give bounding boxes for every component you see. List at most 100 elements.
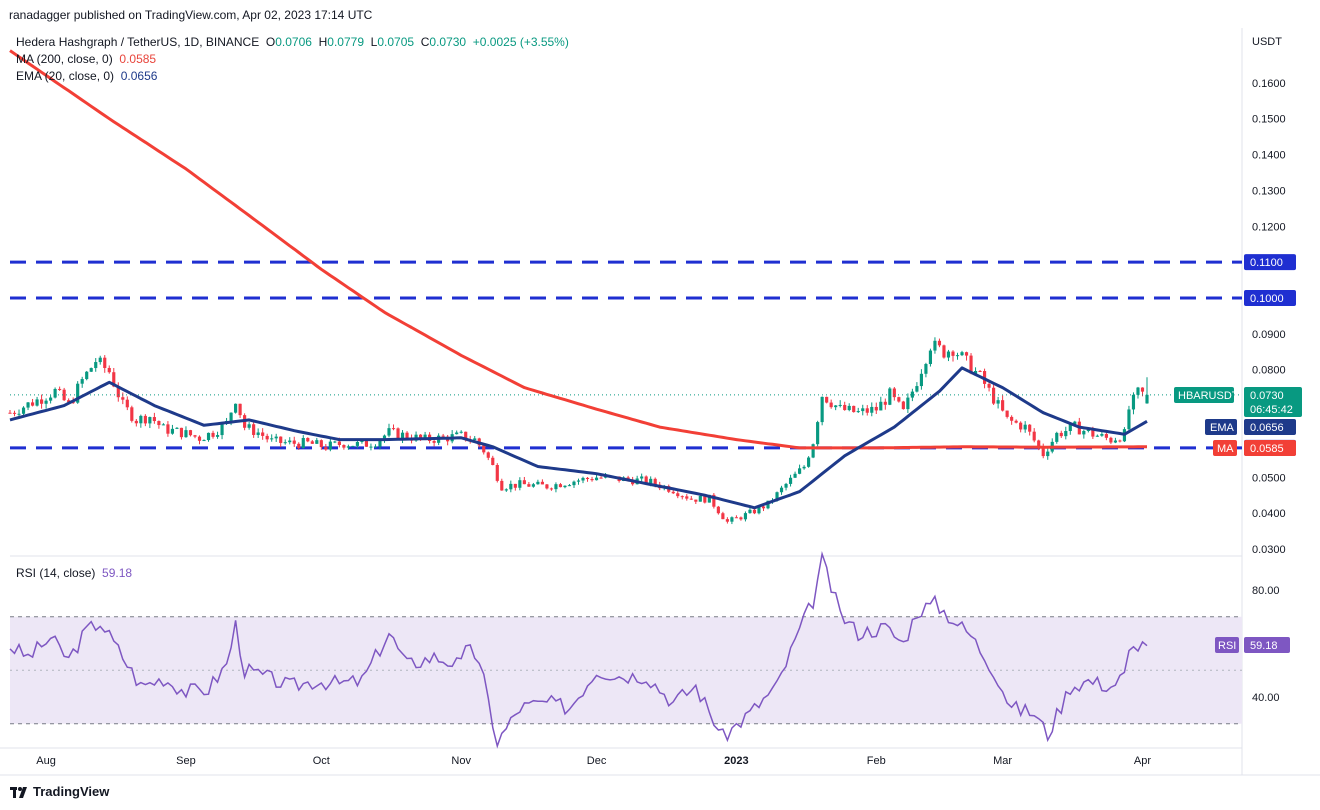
- candle-body: [865, 408, 869, 413]
- candle-body: [179, 427, 184, 438]
- candle-body: [671, 491, 675, 494]
- candle-body: [901, 401, 905, 410]
- ma-legend: MA (200, close, 0) 0.0585: [16, 52, 156, 66]
- candle-body: [1109, 437, 1113, 443]
- candle-body: [1095, 435, 1099, 437]
- symbol-tag: [1174, 387, 1234, 403]
- candle-body: [748, 509, 752, 514]
- rsi-value-badge: [1244, 637, 1290, 653]
- candle-body: [992, 387, 996, 404]
- rsi-line: [9, 551, 1148, 749]
- candle-body: [202, 440, 206, 442]
- candle-body: [391, 428, 396, 430]
- candle-body: [175, 427, 179, 429]
- candle-body: [423, 434, 427, 438]
- x-tick-label: 2023: [724, 755, 748, 767]
- candle-body: [252, 424, 256, 435]
- candle-body: [211, 432, 215, 437]
- candle-body: [649, 478, 653, 484]
- symbol-tag-text: HBARUSDT: [1178, 390, 1239, 402]
- candle-body: [653, 478, 657, 485]
- candle-body: [107, 367, 111, 373]
- x-tick-label: Apr: [1134, 755, 1151, 767]
- candle-body: [1131, 394, 1136, 410]
- level-badge-text: 0.1100: [1250, 257, 1283, 269]
- price-tick-label: 0.1600: [1252, 78, 1286, 90]
- rsi-legend: RSI (14, close) 59.18: [16, 566, 132, 580]
- candle-body: [549, 488, 554, 490]
- candle-body: [396, 428, 400, 439]
- x-tick-label: Aug: [36, 755, 56, 767]
- candle-body: [798, 468, 802, 474]
- low-value: 0.0705: [377, 35, 415, 49]
- candle-body: [382, 435, 387, 441]
- candle-body: [784, 483, 788, 488]
- candle-body: [94, 362, 98, 369]
- candle-body: [879, 401, 883, 411]
- candle-body: [838, 404, 842, 406]
- price-tick-label: 0.0300: [1252, 544, 1286, 556]
- candle-body: [802, 466, 806, 469]
- candle-body: [1127, 409, 1131, 430]
- candle-body: [987, 383, 991, 388]
- candle-body: [30, 402, 35, 406]
- ma-tag: [1213, 440, 1237, 456]
- candle-body: [576, 480, 581, 482]
- x-tick-label: Nov: [451, 755, 471, 767]
- change-value: +0.0025 (+3.55%): [472, 35, 569, 49]
- candle-body: [856, 411, 860, 413]
- candle-body: [847, 405, 851, 411]
- candle-body: [960, 352, 964, 356]
- candle-body: [125, 399, 129, 408]
- candle-body: [951, 351, 955, 356]
- tradingview-brand[interactable]: TradingView: [10, 784, 109, 799]
- candle-body: [342, 444, 346, 448]
- candle-body: [274, 436, 278, 439]
- candle-body: [12, 412, 17, 414]
- candle-body: [567, 485, 572, 487]
- candle-body: [752, 509, 757, 514]
- candle-body: [861, 408, 865, 412]
- candle-body: [337, 441, 341, 445]
- candle-body: [910, 391, 914, 398]
- candle-body: [67, 400, 71, 403]
- candle-body: [680, 496, 684, 498]
- price-tick-label: 0.1500: [1252, 114, 1286, 126]
- candle-body: [540, 481, 544, 485]
- candle-body: [1118, 440, 1122, 442]
- candle-body: [820, 396, 824, 423]
- candle-body: [775, 492, 779, 501]
- candle-body: [915, 386, 919, 392]
- candle-body: [874, 406, 878, 411]
- candle-body: [459, 431, 463, 433]
- candle-body: [518, 480, 522, 488]
- brand-name: TradingView: [33, 784, 110, 799]
- candle-body: [40, 399, 44, 404]
- candle-body: [315, 440, 319, 444]
- candle-body: [1055, 432, 1059, 442]
- candle-body: [1032, 431, 1036, 441]
- candle-body: [843, 404, 847, 411]
- candle-body: [712, 494, 716, 507]
- candle-body: [825, 396, 829, 403]
- candle-body: [500, 480, 504, 491]
- candle-body: [98, 357, 102, 363]
- candle-body: [351, 445, 355, 447]
- candle-body: [495, 464, 499, 481]
- candle-body: [283, 442, 287, 444]
- candle-body: [527, 484, 531, 487]
- candle-body: [206, 432, 211, 441]
- candle-body: [157, 421, 161, 426]
- candle-body: [734, 517, 738, 519]
- candle-body: [585, 477, 590, 480]
- candle-body: [955, 355, 960, 357]
- publisher-line: ranadagger published on TradingView.com,…: [9, 8, 373, 22]
- ema-tag-text: EMA: [1210, 422, 1235, 434]
- candle-body: [1136, 387, 1140, 395]
- candle-body: [62, 389, 66, 401]
- candle-body: [779, 487, 784, 493]
- candle-body: [676, 493, 680, 497]
- candle-body: [558, 484, 563, 488]
- price-tick-label: 0.1300: [1252, 185, 1286, 197]
- candle-body: [640, 476, 644, 479]
